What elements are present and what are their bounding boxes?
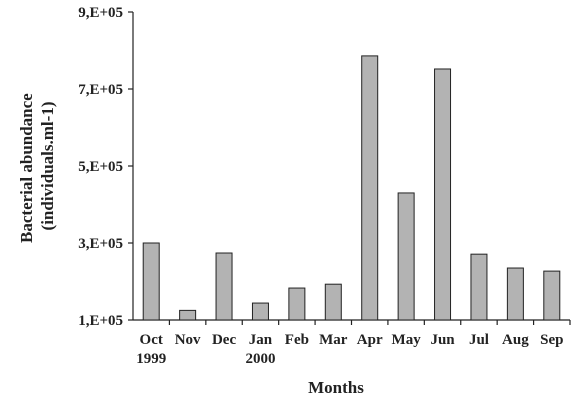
x-tick-label: Dec	[212, 332, 236, 348]
x-axis-label: Months	[308, 378, 364, 397]
x-tick-label-line: Jul	[469, 332, 489, 348]
y-axis-label-line: (individuals.ml-1)	[38, 102, 57, 231]
x-tick-label-line: Apr	[357, 332, 383, 348]
x-tick-label: Nov	[175, 332, 201, 348]
bar	[251, 302, 269, 321]
bar	[215, 252, 233, 321]
bar	[397, 192, 415, 321]
bar	[543, 270, 561, 321]
y-axis-label: Bacterial abundance (individuals.ml-1)	[17, 89, 57, 243]
x-tick-label: Feb	[285, 332, 309, 348]
x-tick-label-line: Feb	[285, 332, 309, 348]
x-tick-label-line: Jan	[249, 332, 273, 348]
x-tick-label-line: Nov	[175, 332, 201, 348]
x-tick-label: Aug	[502, 332, 529, 348]
x-tick-label: Sep	[540, 332, 563, 348]
bar	[506, 267, 524, 321]
y-tick-label: 5,E+05	[78, 159, 123, 175]
x-tick-label: Jul	[469, 332, 489, 348]
x-tick-label: May	[392, 332, 422, 348]
bar	[361, 55, 379, 321]
x-tick-label-line: 2000	[245, 351, 275, 367]
x-tick-label: Oct 1999	[136, 332, 166, 367]
y-axis-label-line: Bacterial abundance	[17, 93, 36, 243]
bar	[179, 309, 197, 321]
x-tick-label-line: Aug	[502, 332, 529, 348]
x-tick-label: Apr	[357, 332, 383, 348]
x-tick-label-line: Sep	[540, 332, 563, 348]
bar	[142, 242, 160, 321]
x-tick-label-line: Oct	[140, 332, 163, 348]
x-tick-label-line: Mar	[319, 332, 348, 348]
y-tick-label: 9,E+05	[78, 5, 123, 21]
x-tick-label: Jun	[430, 332, 455, 348]
y-tick-label: 7,E+05	[78, 82, 123, 98]
y-tick-label: 1,E+05	[78, 313, 123, 329]
bar	[470, 253, 488, 321]
bar	[434, 68, 452, 321]
x-tick-label-line: Dec	[212, 332, 236, 348]
x-tick-label-line: 1999	[136, 351, 166, 367]
x-tick-label-line: Jun	[430, 332, 455, 348]
bar	[324, 283, 342, 321]
x-tick-label: Mar	[319, 332, 348, 348]
x-tick-label: Jan 2000	[245, 332, 275, 367]
x-tick-label-line: May	[392, 332, 422, 348]
bar	[288, 287, 306, 321]
y-tick-label: 3,E+05	[78, 236, 123, 252]
